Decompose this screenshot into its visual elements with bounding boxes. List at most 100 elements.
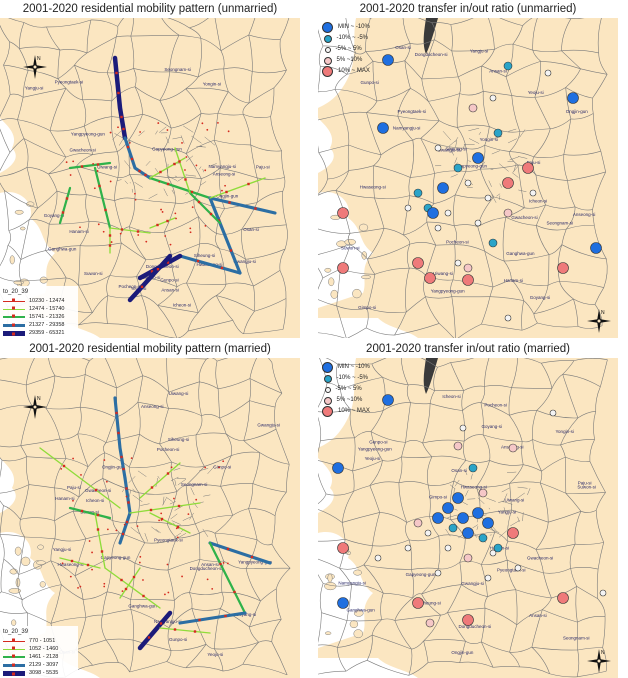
flow-point [160, 519, 163, 521]
flow-lines [58, 55, 277, 303]
place-label: Pocheon-si [119, 284, 142, 289]
flow-arrow-mark [177, 504, 181, 508]
place-label: Osan-si [243, 227, 259, 232]
place-label: Uiwang-si [433, 271, 453, 276]
flow-point [130, 457, 133, 459]
flow-line [188, 191, 222, 225]
place-label: Yangju-si [498, 510, 516, 515]
map: Pocheon-si Dongducheon-si Gapyeong-gun Yang… [0, 358, 300, 678]
panel-title: 2001-2020 residential mobility pattern (… [22, 3, 278, 15]
place-label: Gapyeong-gun [152, 147, 182, 152]
flow-point [139, 131, 142, 133]
flow-arrow-mark [159, 170, 162, 174]
flow-line [119, 567, 141, 599]
ratio-circle [374, 554, 382, 562]
flow-line [178, 254, 242, 275]
ratio-circle [412, 257, 424, 269]
flow-point [226, 562, 229, 565]
place-label: Anseong-si [141, 404, 164, 409]
flow-point [157, 122, 160, 124]
legend-item: 15741 - 21326 [3, 313, 76, 321]
flow-line [123, 476, 132, 515]
place-label: Uiwang-si [504, 498, 524, 503]
flow-arrow-mark [132, 575, 136, 579]
flow-point [61, 562, 64, 565]
legend-swatch [3, 316, 25, 318]
ratio-circle [503, 61, 513, 71]
flow-point [158, 519, 161, 522]
flow-arrow-mark [209, 212, 213, 216]
north-arrow-icon: N [586, 308, 612, 334]
flow-line [178, 611, 247, 625]
legend-label: 29359 - 65321 [29, 330, 65, 336]
flow-arrow-mark [225, 190, 228, 194]
flow-point [184, 169, 186, 171]
place-label: Suwon-si [577, 484, 596, 489]
ratio-circle [434, 224, 442, 232]
flow-line [137, 610, 173, 651]
flow-arrow-mark [250, 555, 254, 559]
ratio-circle [590, 242, 602, 254]
flow-point [79, 226, 81, 229]
place-label: Namyangju-si [209, 164, 237, 169]
flow-arrow-mark [184, 178, 187, 181]
compass-north-label: N [601, 310, 605, 316]
place-label: Namyangju-si [154, 619, 182, 624]
flow-point [195, 498, 198, 501]
legend-swatch [3, 648, 25, 650]
ratio-circle [557, 262, 569, 274]
flow-arrow-mark [96, 163, 100, 166]
legend-label: 5% ~10% [336, 397, 363, 403]
compass-needle [23, 65, 35, 69]
legend-swatch [322, 406, 333, 417]
ratio-circle [453, 441, 463, 451]
legend-item: 10% ~ MAX [322, 406, 400, 417]
place-label: Ganghwa-gun [506, 251, 535, 256]
flow-arrow-mark [226, 547, 230, 551]
flow-legend: to_20_39 10230 - 12474 12474 - 15740 15741 … [0, 286, 78, 338]
flow-arrow-mark [247, 182, 250, 186]
place-label: Gimpo-si [429, 494, 447, 499]
flow-arrow-mark [166, 261, 170, 264]
place-label: Anseong-si [573, 212, 596, 217]
compass-needle [33, 67, 37, 79]
flow-arrow-mark [219, 562, 222, 566]
compass-needle [597, 321, 601, 333]
flow-arrow-mark [120, 228, 124, 231]
flow-point [69, 174, 72, 176]
place-label: Osan-si [451, 468, 467, 473]
flow-arrow-mark [80, 509, 84, 513]
flow-arrow-mark [124, 587, 128, 591]
place-labels: Pocheon-si Dongducheon-si Gapyeong-gun Yang… [39, 391, 280, 657]
ratio-circle [412, 597, 424, 609]
place-label: Gwacheon-si [511, 215, 537, 220]
legend-swatch [3, 656, 25, 658]
flow-arrow-mark [104, 208, 107, 212]
flow-point [77, 586, 79, 589]
compass-needle [587, 659, 599, 663]
place-label: Hwaseong-si [57, 562, 83, 567]
place-label: Icheon-si [173, 302, 191, 307]
flow-point [206, 128, 209, 131]
legend-item: -5% ~ 5% [322, 384, 400, 395]
place-label: Siheung-si [168, 437, 189, 442]
flow-arrow-mark [117, 91, 120, 95]
flow-point [195, 164, 198, 167]
panel-title: 2001-2020 transfer in/out ratio (married… [366, 343, 570, 355]
compass-svg: N [23, 55, 47, 79]
compass-needle [597, 649, 601, 661]
flow-arrow-mark [136, 230, 140, 233]
place-label: Gwacheon-si [69, 147, 95, 152]
place-label: Yangpyeong-gun [238, 559, 272, 564]
compass-north-label: N [601, 650, 605, 656]
place-label: Yangju-si [25, 86, 43, 91]
flow-line [149, 217, 176, 229]
flow-line [109, 227, 151, 234]
place-label: Seongnam-si [547, 221, 574, 226]
flow-point [224, 184, 226, 187]
place-label: Yeoju-si [528, 90, 544, 95]
flow-point [128, 141, 131, 144]
compass-north-label: N [37, 396, 41, 402]
place-label: Yangju-si [470, 49, 488, 54]
flow-point [164, 235, 167, 237]
